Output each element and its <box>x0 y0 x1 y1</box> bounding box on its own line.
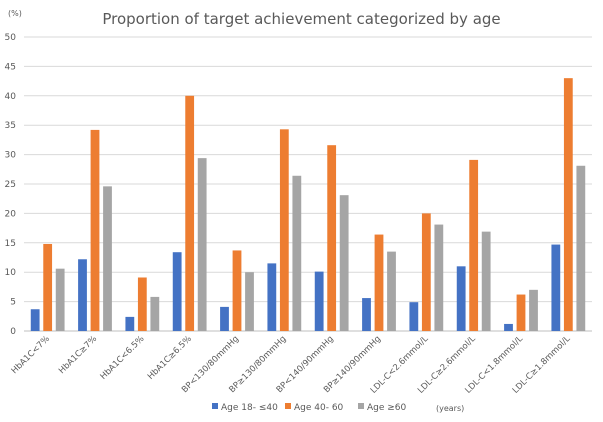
y-tick-label: 15 <box>5 239 16 249</box>
legend-swatch-2 <box>285 403 291 409</box>
y-tick-label: 50 <box>5 33 17 43</box>
bar-series-1-7 <box>314 271 324 331</box>
x-tick-label: HbA1C≥6.5% <box>146 334 194 382</box>
bar-series-3-6 <box>292 175 302 331</box>
bar-series-3-4 <box>197 158 207 331</box>
bar-series-3-3 <box>150 296 160 331</box>
y-tick-label: 10 <box>5 268 17 278</box>
bar-series-3-10 <box>481 231 491 331</box>
bar-series-2-8 <box>374 234 384 331</box>
y-tick-label: 20 <box>5 209 17 219</box>
bar-series-3-2 <box>103 186 112 331</box>
bar-series-3-7 <box>339 195 349 331</box>
bar-series-2-3 <box>137 277 147 331</box>
bar-series-2-11 <box>516 294 526 331</box>
x-tick-label: HbA1C<7% <box>10 334 52 376</box>
legend-swatch-3 <box>358 403 364 409</box>
bar-series-1-6 <box>267 263 277 331</box>
y-tick-label: 25 <box>5 180 16 190</box>
bar-series-3-8 <box>387 251 396 331</box>
bar-series-2-4 <box>185 95 195 331</box>
legend-swatch-1 <box>212 403 218 409</box>
bar-series-2-9 <box>421 213 431 331</box>
bar-series-3-1 <box>55 268 65 331</box>
y-tick-label: 30 <box>5 151 17 161</box>
y-tick-label: 0 <box>10 327 16 337</box>
bar-series-3-9 <box>434 224 444 331</box>
y-tick-label: 45 <box>5 62 16 72</box>
bar-series-2-10 <box>469 159 479 331</box>
bar-series-1-1 <box>30 309 40 331</box>
bar-series-1-2 <box>78 259 87 331</box>
bar-series-2-1 <box>43 243 53 331</box>
x-tick-label: HbA1C≥7% <box>57 334 99 376</box>
x-tick-label: HbA1C<6.5% <box>99 334 147 382</box>
bar-series-1-9 <box>409 302 419 331</box>
x-unit-label: (years) <box>436 404 464 413</box>
bar-series-1-11 <box>504 323 513 331</box>
chart-title: Proportion of target achievement categor… <box>102 10 500 28</box>
bar-series-2-2 <box>90 129 100 331</box>
bar-series-3-5 <box>245 272 254 331</box>
y-tick-label: 5 <box>10 298 16 308</box>
legend-label-1: Age 18- ≤40 <box>221 403 278 413</box>
y-tick-label: 40 <box>5 92 17 102</box>
bar-series-1-4 <box>172 252 182 331</box>
bar-series-1-12 <box>551 244 561 331</box>
bar-series-1-3 <box>125 316 135 331</box>
bar-series-2-7 <box>327 145 337 331</box>
bar-series-1-5 <box>220 306 229 331</box>
bar-series-2-6 <box>279 129 289 331</box>
bar-series-1-8 <box>362 298 371 331</box>
bar-series-2-12 <box>563 78 573 331</box>
bar-series-2-5 <box>232 250 242 331</box>
bar-series-3-11 <box>529 289 538 331</box>
y-unit-label: (%) <box>8 9 22 18</box>
bar-series-1-10 <box>456 266 466 331</box>
legend-label-3: Age ≥60 <box>367 403 407 413</box>
bar-series-3-12 <box>576 165 586 331</box>
y-tick-label: 35 <box>5 121 16 131</box>
legend-label-2: Age 40- 60 <box>294 403 344 413</box>
